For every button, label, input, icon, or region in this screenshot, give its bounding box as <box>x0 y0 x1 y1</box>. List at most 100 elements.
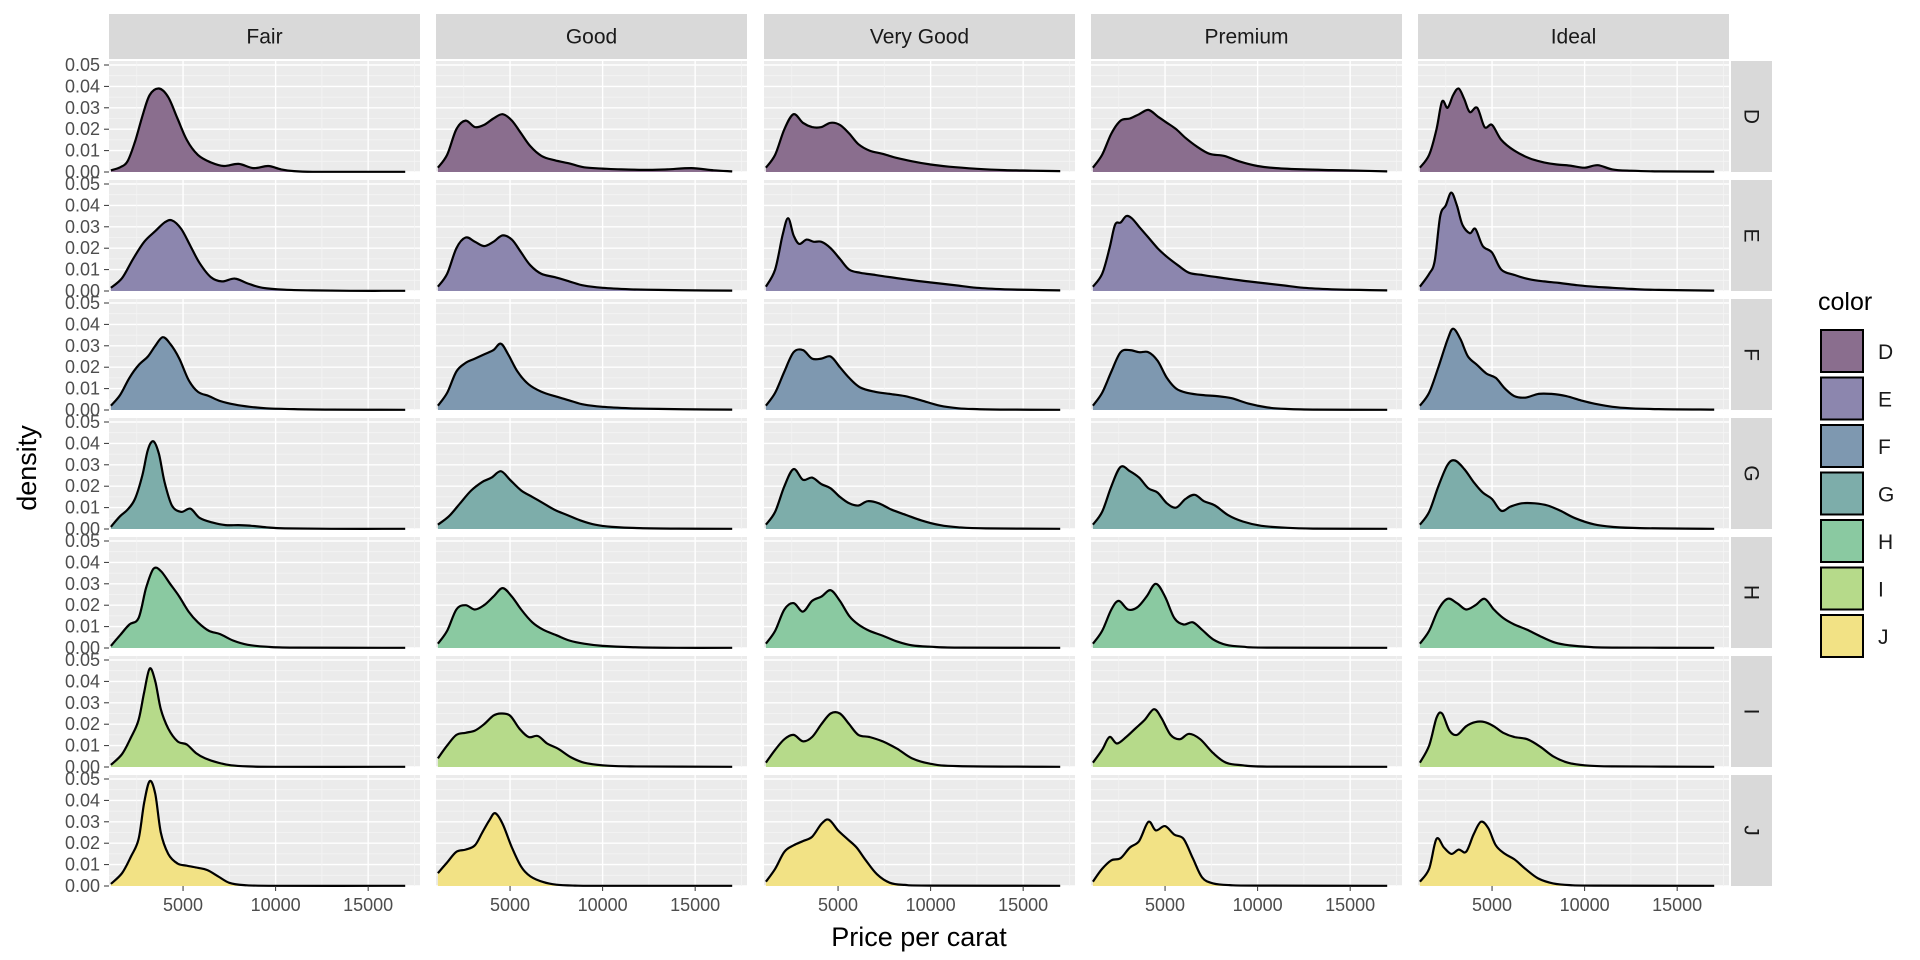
legend-key-G <box>1820 471 1864 516</box>
panel-J-4 <box>1418 775 1729 887</box>
panel-F-0 <box>109 299 420 411</box>
density-area-I-Very Good <box>765 712 1061 767</box>
facet-label-row-2: F <box>1740 348 1763 361</box>
panel-D-0 <box>109 61 420 173</box>
density-area-H-Ideal <box>1419 598 1715 648</box>
y-tick-label: 0.01 <box>65 855 100 875</box>
panel-F-4 <box>1418 299 1729 411</box>
panel-E-0 <box>109 180 420 292</box>
density-curve-J-Ideal <box>1419 820 1715 887</box>
density-area-G-Good <box>437 471 733 529</box>
density-area-H-Fair <box>110 567 406 648</box>
density-curve-G-Premium <box>1092 465 1388 530</box>
facet-strip-row-2 <box>1731 299 1772 410</box>
y-tick-label: 0.02 <box>65 714 100 734</box>
panel-F-2 <box>764 299 1075 411</box>
density-curve-F-Good <box>437 342 733 411</box>
density-curve-E-Good <box>437 234 733 292</box>
y-tick-label: 0.03 <box>65 336 100 356</box>
x-tick-label: 5000 <box>818 895 858 915</box>
y-tick-label: 0.05 <box>65 531 100 551</box>
axes-layer: 0.000.010.020.030.040.050.000.010.020.03… <box>65 55 1702 915</box>
x-tick-label: 5000 <box>490 895 530 915</box>
density-curve-G-Fair <box>110 440 406 530</box>
density-area-E-Fair <box>110 220 406 291</box>
density-area-D-Premium <box>1092 109 1388 172</box>
facet-label-col-3: Premium <box>1204 26 1288 49</box>
density-curve-F-Premium <box>1092 348 1388 411</box>
panel-E-3 <box>1091 180 1402 292</box>
density-curve-D-Ideal <box>1419 87 1715 173</box>
y-tick-label: 0.00 <box>65 638 100 658</box>
density-area-F-Very Good <box>765 349 1061 410</box>
panel-H-0 <box>109 537 420 649</box>
legend-key-F <box>1820 424 1864 468</box>
density-area-G-Fair <box>110 441 406 529</box>
density-curve-F-Very Good <box>765 348 1061 411</box>
y-tick-label: 0.04 <box>65 433 100 453</box>
density-curve-G-Ideal <box>1419 459 1715 530</box>
legend-key-H <box>1820 519 1864 563</box>
y-tick-label: 0.03 <box>65 693 100 713</box>
legend-key-E <box>1820 376 1864 421</box>
y-tick-label: 0.02 <box>65 595 100 615</box>
y-tick-label: 0.00 <box>65 162 100 182</box>
density-curve-G-Good <box>437 470 733 530</box>
y-tick-label: 0.00 <box>65 400 100 420</box>
x-tick-label: 15000 <box>343 895 393 915</box>
facet-label-row-5: I <box>1740 709 1763 715</box>
facet-label-col-2: Very Good <box>870 26 969 49</box>
density-area-G-Ideal <box>1419 460 1715 529</box>
y-tick-label: 0.04 <box>65 195 100 215</box>
density-area-J-Very Good <box>765 819 1061 886</box>
facet-label-col-0: Fair <box>246 26 282 49</box>
facet-strip-row-0 <box>1731 61 1772 172</box>
facet-strip-row-6 <box>1731 775 1772 886</box>
y-tick-label: 0.05 <box>65 412 100 432</box>
x-tick-label: 5000 <box>1472 895 1512 915</box>
x-tick-label: 10000 <box>906 895 956 915</box>
density-curve-E-Fair <box>110 218 406 292</box>
facet-label-col-4: Ideal <box>1551 26 1597 49</box>
legend-label-I: I <box>1878 579 1884 602</box>
x-tick-label: 15000 <box>670 895 720 915</box>
density-curve-E-Premium <box>1092 214 1388 292</box>
y-tick-label: 0.02 <box>65 476 100 496</box>
y-tick-label: 0.00 <box>65 876 100 896</box>
density-curve-F-Fair <box>110 336 406 411</box>
panel-G-1 <box>436 418 747 530</box>
y-tick-label: 0.01 <box>65 141 100 161</box>
density-curve-H-Very Good <box>765 589 1061 649</box>
y-tick-label: 0.05 <box>65 174 100 194</box>
facet-strip-2 <box>764 14 1075 59</box>
strips-layer: Fair Good Very Good Premium Ideal D E F G H I J <box>109 14 1772 886</box>
density-area-E-Premium <box>1092 215 1388 291</box>
y-tick-label: 0.00 <box>65 281 100 301</box>
panel-I-2 <box>764 656 1075 768</box>
panel-D-2 <box>764 61 1075 173</box>
panel-G-2 <box>764 418 1075 530</box>
panel-H-3 <box>1091 537 1402 649</box>
legend-title: color <box>1818 288 1872 316</box>
panel-F-1 <box>436 299 747 411</box>
density-area-J-Fair <box>110 780 406 886</box>
legend-label-F: F <box>1878 436 1891 459</box>
density-area-I-Premium <box>1092 709 1388 767</box>
density-area-I-Fair <box>110 668 406 767</box>
density-area-J-Ideal <box>1419 821 1715 886</box>
density-curve-H-Fair <box>110 566 406 649</box>
density-curve-D-Fair <box>110 87 406 173</box>
density-area-F-Good <box>437 343 733 410</box>
density-area-D-Fair <box>110 88 406 172</box>
panel-E-2 <box>764 180 1075 292</box>
facet-label-row-3: G <box>1740 465 1763 481</box>
density-curve-E-Very Good <box>764 217 1061 292</box>
x-tick-label: 15000 <box>998 895 1048 915</box>
y-tick-label: 0.01 <box>65 736 100 756</box>
density-area-J-Good <box>437 813 733 886</box>
facet-strip-4 <box>1418 14 1729 59</box>
panels-layer <box>109 61 1729 887</box>
y-tick-label: 0.05 <box>65 650 100 670</box>
x-tick-label: 15000 <box>1325 895 1375 915</box>
x-tick-label: 10000 <box>1560 895 1610 915</box>
